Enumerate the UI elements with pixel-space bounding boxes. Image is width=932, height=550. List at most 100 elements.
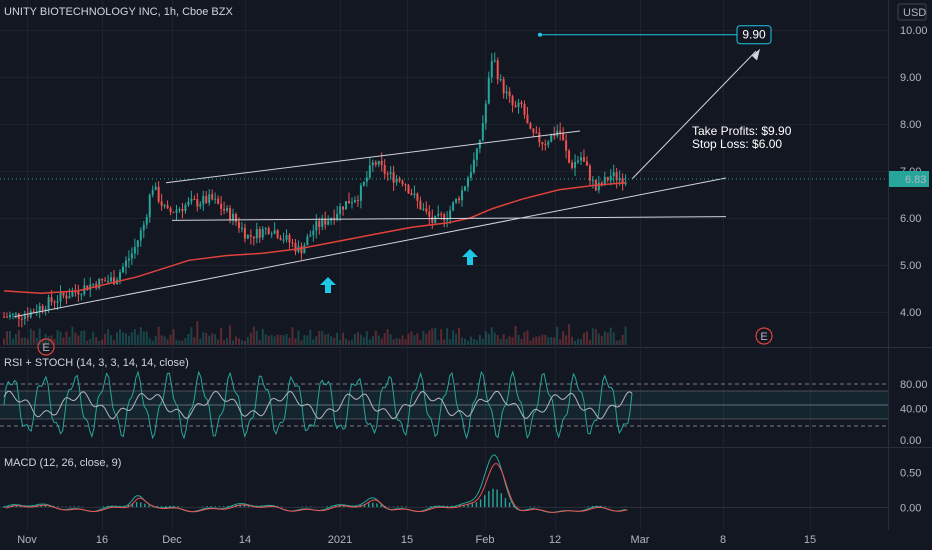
macd-histogram-bar (160, 506, 163, 508)
candle-body (104, 280, 107, 282)
candle-body (220, 203, 223, 210)
volume-bar (127, 335, 130, 345)
time-axis[interactable]: Nov 16 Dec 14 2021 15 Feb 12 Mar 8 15 (17, 534, 816, 546)
candle-body (252, 236, 255, 239)
macd-histogram-bar (513, 505, 515, 508)
volume-bar (95, 337, 98, 345)
macd-histogram-bar (247, 505, 250, 508)
candle-body (419, 200, 422, 210)
volume-bar (544, 334, 547, 345)
candle-body (345, 201, 348, 210)
pane-separator (0, 447, 932, 448)
volume-bar (246, 337, 249, 345)
volume-bar (588, 339, 591, 345)
candle-body (208, 194, 211, 203)
drawings[interactable]: 9.90 E E (0, 25, 888, 356)
candle-body (202, 195, 205, 205)
target-anchor (538, 32, 542, 37)
volume-bar (496, 335, 499, 345)
volume-bar (118, 329, 121, 345)
candle-body (80, 294, 83, 296)
volume-bar (80, 330, 83, 345)
candle-body (11, 313, 14, 316)
volume-bar (309, 329, 312, 345)
volume-bar (389, 334, 392, 345)
volume-bar (434, 327, 437, 345)
price-axis[interactable]: 4.005.006.007.008.009.0010.006.8380.0040… (889, 25, 929, 515)
candle-body (139, 230, 142, 241)
volume-bar (428, 330, 431, 345)
rsi-line (3, 390, 633, 420)
candle-body (508, 91, 511, 97)
volume-bar (345, 338, 348, 345)
volume-bar (77, 335, 80, 345)
rsi-tick-label: 0.00 (900, 435, 921, 447)
macd-histogram-bar (222, 506, 225, 508)
macd-histogram-bar (127, 504, 130, 508)
volume-bar (318, 331, 321, 345)
volume-bar (615, 340, 618, 345)
earnings-marker-icon (37, 338, 55, 356)
volume-bar (606, 332, 609, 345)
volume-bar (356, 332, 359, 345)
volume-bar (50, 335, 53, 345)
volume-bar (41, 339, 44, 345)
volume-bar (529, 340, 532, 345)
signal-line (5, 463, 628, 513)
volume-bar (116, 332, 119, 345)
stoch-line (3, 370, 633, 440)
candle-body (223, 209, 226, 211)
volume-bar (493, 332, 496, 345)
volume-bar (327, 333, 330, 345)
candle-body (383, 165, 386, 174)
candle-body (514, 105, 517, 107)
macd-histogram-bar (210, 506, 212, 508)
macd-histogram-bar (463, 504, 465, 508)
macd-histogram-bar (44, 504, 47, 508)
candle-body (481, 123, 484, 141)
candle-body (118, 272, 121, 280)
currency-box[interactable] (897, 3, 927, 21)
volume-bar (205, 333, 208, 345)
volume-bar (169, 334, 172, 345)
candle-body (496, 60, 499, 80)
grid-line-y (0, 77, 888, 78)
volume-bar (368, 339, 371, 345)
candle-body (178, 209, 181, 211)
candle-body (565, 140, 568, 151)
volume-bar (29, 328, 32, 345)
macd-histogram-bar (40, 504, 42, 508)
candle-body (499, 79, 502, 81)
candle-body (312, 230, 315, 236)
candle-body (472, 159, 475, 173)
volume-bar (538, 336, 541, 345)
candle-body (229, 208, 232, 221)
macd-pane (0, 454, 888, 513)
macd-histogram-bar (484, 495, 486, 508)
candle-body (359, 185, 362, 201)
volume-bar (53, 338, 56, 345)
time-tick-label: Nov (17, 534, 37, 546)
volume-bar (47, 336, 50, 345)
volume-bar (443, 339, 446, 345)
candle-body (172, 211, 175, 213)
candle-body (249, 234, 252, 237)
volume-bar (273, 336, 276, 345)
volume-bar (422, 330, 425, 345)
volume-bar (455, 334, 458, 345)
candle-body (371, 162, 374, 166)
candle-body (568, 150, 571, 163)
candle-body (553, 134, 556, 136)
grid-line-y (0, 312, 888, 313)
candle-body (226, 208, 229, 211)
time-tick-label: Mar (631, 534, 650, 546)
candle-body (50, 297, 53, 302)
candle-body (416, 193, 419, 201)
volume-bar (359, 334, 362, 345)
candle-body (53, 301, 56, 303)
volume-bar (517, 334, 520, 345)
volume-bar (208, 335, 211, 345)
candle-body (14, 313, 17, 315)
candle-body (306, 236, 309, 246)
